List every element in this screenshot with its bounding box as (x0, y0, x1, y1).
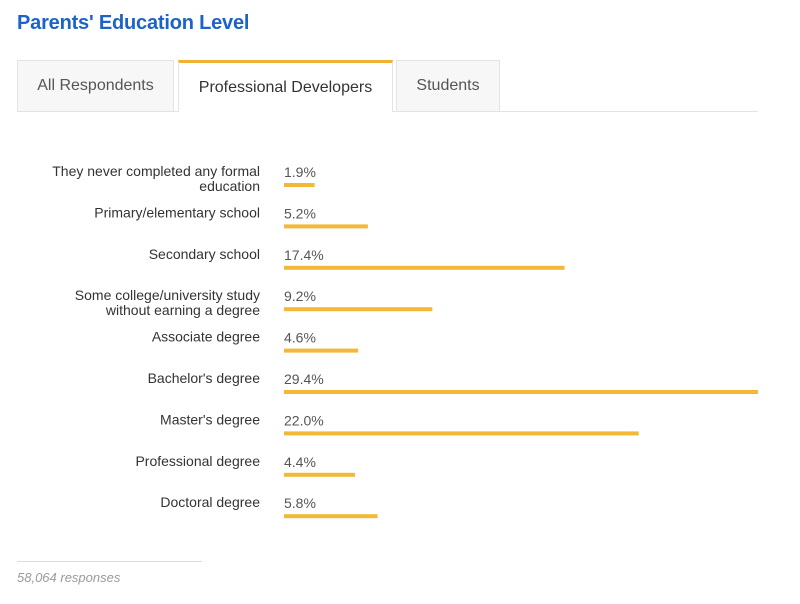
category-label: They never completed any formal education (52, 163, 260, 194)
footer-divider (17, 561, 202, 562)
category-label: Bachelor's degree (148, 370, 261, 386)
bar (284, 224, 368, 229)
bar (284, 390, 758, 394)
bar (284, 307, 433, 312)
tab-all-respondents[interactable]: All Respondents (17, 60, 174, 111)
response-count: 58,064 responses (17, 570, 121, 585)
category-label: Associate degree (152, 329, 260, 345)
tab-students[interactable]: Students (396, 60, 500, 111)
value-label: 1.9% (284, 164, 316, 180)
bar (284, 183, 315, 187)
tab-professional-developers[interactable]: Professional Developers (178, 60, 393, 112)
value-label: 17.4% (284, 247, 324, 263)
category-label: Primary/elementary school (94, 204, 260, 220)
bar (284, 514, 378, 519)
value-label: 5.8% (284, 495, 316, 511)
bar (284, 265, 565, 270)
value-label: 9.2% (284, 288, 316, 304)
bar (284, 431, 639, 436)
value-label: 29.4% (284, 371, 324, 387)
page-title: Parents' Education Level (17, 12, 250, 34)
value-label: 4.4% (284, 454, 316, 470)
bar (284, 348, 359, 353)
bar (284, 472, 355, 477)
category-label: Some college/university study without ear… (75, 287, 260, 318)
category-label: Secondary school (149, 246, 260, 262)
category-label: Professional degree (135, 453, 260, 469)
category-label: Doctoral degree (160, 494, 260, 510)
category-label: Master's degree (160, 411, 260, 427)
value-label: 4.6% (284, 330, 316, 346)
value-label: 22.0% (284, 412, 324, 428)
audience-tabs: All Respondents Professional Developers … (17, 60, 758, 112)
value-label: 5.2% (284, 205, 316, 221)
